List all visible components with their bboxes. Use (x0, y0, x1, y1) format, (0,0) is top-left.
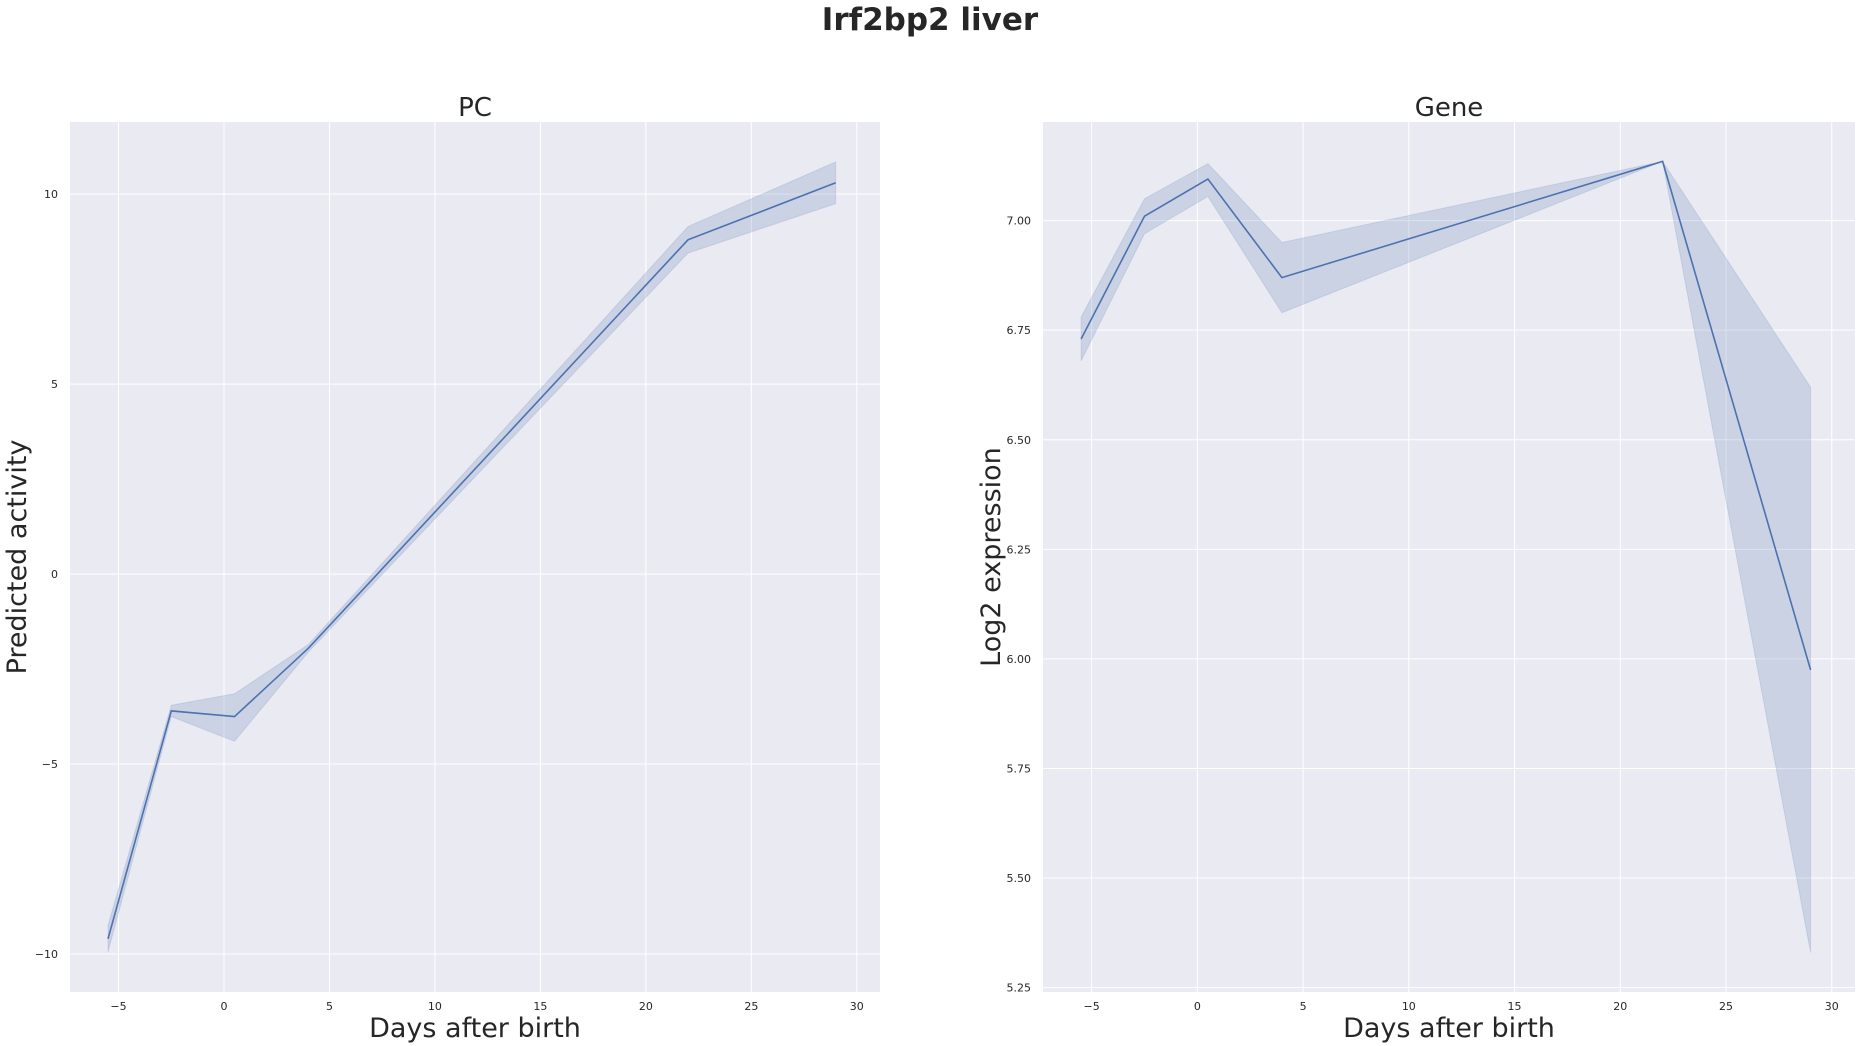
gene-x-tick-label: 25 (1719, 1000, 1733, 1013)
pc-x-axis-label: Days after birth (369, 1013, 581, 1044)
gene-panel: −5 0 5 10 15 20 25 30 5.25 5.50 5.75 6.00 6.25 6.50 6.… (976, 93, 1855, 1044)
pc-panel-title: PC (458, 93, 492, 123)
gene-panel-title: Gene (1415, 93, 1484, 123)
pc-x-tick-label: 15 (533, 1000, 547, 1013)
pc-x-tick-label: 25 (744, 1000, 758, 1013)
figure-title: Irf2bp2 liver (821, 2, 1039, 38)
gene-y-tick-label: 6.00 (1007, 653, 1032, 666)
gene-x-tick-label: 5 (1300, 1000, 1307, 1013)
pc-y-tick-label: 0 (51, 568, 58, 581)
pc-y-tick-label: −10 (35, 948, 58, 961)
gene-confidence-band (1080, 160, 1812, 953)
gene-y-tick-label: 5.50 (1007, 872, 1032, 885)
pc-x-tick-label: 5 (326, 1000, 333, 1013)
pc-series-line (107, 182, 836, 940)
gene-x-tick-label: 10 (1402, 1000, 1416, 1013)
gene-y-tick-label: 6.50 (1007, 434, 1032, 447)
gene-y-tick-label: 6.75 (1007, 324, 1032, 337)
pc-y-tick-label: 10 (44, 188, 58, 201)
pc-x-tick-label: 30 (850, 1000, 864, 1013)
pc-y-tick-label: −5 (42, 758, 58, 771)
pc-y-tick-label: 5 (51, 378, 58, 391)
gene-y-axis-label: Log2 expression (976, 447, 1007, 667)
pc-x-tick-label: −5 (110, 1000, 126, 1013)
pc-x-tick-label: 20 (639, 1000, 653, 1013)
gene-x-tick-label: −5 (1084, 1000, 1100, 1013)
pc-x-tick-label: 0 (220, 1000, 227, 1013)
pc-y-axis-label: Predicted activity (2, 440, 33, 675)
gene-y-tick-label: 6.25 (1007, 543, 1032, 556)
gene-x-tick-label: 0 (1194, 1000, 1201, 1013)
pc-panel: −5 0 5 10 15 20 25 30 −10 −5 0 5 10 PC Days after birt… (2, 93, 880, 1044)
gene-y-tick-label: 5.25 (1007, 982, 1032, 995)
pc-x-tick-label: 10 (428, 1000, 442, 1013)
gene-x-axis-label: Days after birth (1343, 1013, 1555, 1044)
gene-series-line (1080, 160, 1812, 671)
pc-confidence-band (107, 161, 837, 953)
gene-y-tick-label: 7.00 (1007, 215, 1032, 228)
gene-x-tick-label: 15 (1508, 1000, 1522, 1013)
gene-y-tick-label: 5.75 (1007, 762, 1032, 775)
gene-x-tick-label: 20 (1613, 1000, 1627, 1013)
pc-plot-background (70, 122, 880, 992)
gene-x-tick-label: 30 (1825, 1000, 1839, 1013)
gene-plot-background (1043, 122, 1855, 992)
